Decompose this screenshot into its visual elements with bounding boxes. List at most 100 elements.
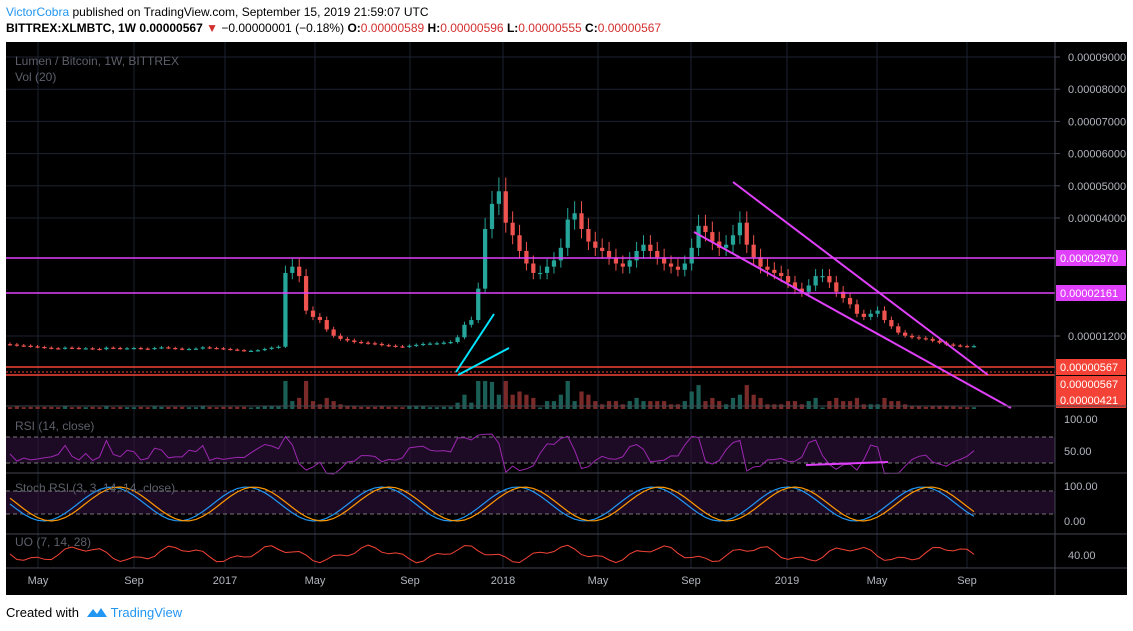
candle-body (365, 342, 371, 344)
volume-bar (317, 404, 322, 409)
candle-body (827, 276, 832, 283)
candle-body (662, 257, 667, 264)
candle-body (889, 320, 894, 327)
stoch-k-line (9, 486, 975, 522)
trend-lines[interactable] (455, 181, 1012, 409)
candle-body (579, 213, 584, 229)
y-tick-label: 0.00005000 (1068, 181, 1126, 193)
uo-tick-40: 40.00 (1068, 550, 1096, 562)
volume-bar (283, 381, 288, 409)
volume-bar (765, 404, 770, 409)
candle-body (269, 347, 274, 349)
candle-body (118, 347, 123, 350)
volume-bar (510, 394, 515, 409)
volume-bar (627, 401, 632, 409)
published-text: published on TradingView.com, September … (69, 5, 429, 19)
volume-bar (476, 381, 481, 409)
candle-body (283, 272, 288, 347)
volume-bar (118, 406, 123, 409)
volume-bar (558, 394, 563, 409)
volume-bar (723, 404, 729, 409)
rsi-line (9, 433, 975, 475)
volume-bar (352, 405, 357, 409)
volume-bar (613, 401, 619, 409)
rsi-band (6, 437, 1055, 463)
volume-bar (200, 406, 205, 409)
volume-bar (407, 406, 412, 409)
volume-bar (682, 401, 687, 409)
volume-bar (538, 407, 543, 409)
candle-body (173, 347, 178, 350)
close-value: 0.00000567 (597, 21, 662, 35)
volume-bar (758, 397, 763, 409)
candle-body (469, 320, 474, 325)
volume-bar (310, 401, 316, 409)
candle-body (544, 266, 550, 273)
tradingview-brand-link[interactable]: TradingView (110, 605, 183, 620)
candle-body (235, 349, 240, 351)
volume-bar (21, 407, 26, 409)
tradingview-logo-icon[interactable] (86, 606, 108, 621)
volume-bar (544, 401, 550, 409)
open-value: 0.00000589 (360, 21, 425, 35)
volume-bar (909, 405, 915, 409)
price-tag (1056, 376, 1126, 392)
volume-bar (69, 407, 75, 409)
uo-label: UO (7, 14, 28) (15, 535, 91, 549)
x-tick-label: 2017 (213, 575, 237, 587)
volume-bar (241, 406, 247, 409)
candle-body (434, 343, 440, 345)
volume-bar (138, 406, 143, 409)
volume-bar (441, 406, 446, 409)
volume-bar (971, 407, 977, 409)
volume-bar (792, 401, 798, 409)
volume-bar (689, 391, 694, 409)
volume-bar (152, 406, 157, 409)
volume-bar (159, 406, 164, 409)
volume-bar (269, 406, 274, 409)
volume-bar (386, 406, 391, 409)
rsi-tick-100: 100.00 (1064, 414, 1098, 426)
candle-body (503, 191, 508, 223)
candle-body (7, 344, 13, 346)
volume-bar (42, 406, 47, 409)
volume-bar (365, 406, 371, 409)
candle-body (648, 244, 653, 251)
x-tick-label: Sep (681, 575, 701, 587)
candle-body (600, 247, 605, 251)
volume-bar (297, 397, 302, 409)
volume-bar (634, 397, 639, 409)
candle-body (779, 272, 784, 277)
candle-body (90, 348, 95, 350)
candle-body (606, 250, 612, 258)
candle-body (482, 228, 488, 289)
candle-body (806, 285, 811, 292)
candle-body (717, 241, 722, 248)
volume-bar (696, 385, 701, 409)
volume-bar (847, 401, 853, 409)
volume-bar (868, 404, 873, 409)
y-tick-label: 0.00004000 (1068, 213, 1126, 225)
x-tick-label: May (305, 575, 326, 587)
candle-body (111, 347, 116, 349)
candle-body (338, 335, 343, 339)
chart-svg[interactable]: 0.00002970 0.00002161 0.00000567 0.00000567… (6, 42, 1127, 595)
candle-body (951, 344, 956, 346)
candle-body (255, 350, 261, 352)
candle-body (882, 310, 887, 321)
candle-body (841, 291, 846, 299)
rsi-tick-50: 50.00 (1064, 446, 1092, 458)
volume-bar (579, 391, 584, 409)
candle-body (634, 250, 639, 261)
candle-body (813, 276, 818, 286)
candle-body (565, 219, 570, 248)
candle-body (407, 345, 412, 347)
candle-body (28, 345, 33, 347)
candle-body (214, 347, 219, 350)
volume-bar (524, 394, 529, 409)
symbol-label: BITTREX:XLMBTC, 1W (6, 21, 136, 35)
chart-area[interactable]: 0.00002970 0.00002161 0.00000567 0.00000567… (6, 42, 1127, 595)
volume-bar (180, 406, 185, 409)
author-link[interactable]: VictorCobra (6, 5, 70, 19)
volume-bar (104, 405, 109, 409)
